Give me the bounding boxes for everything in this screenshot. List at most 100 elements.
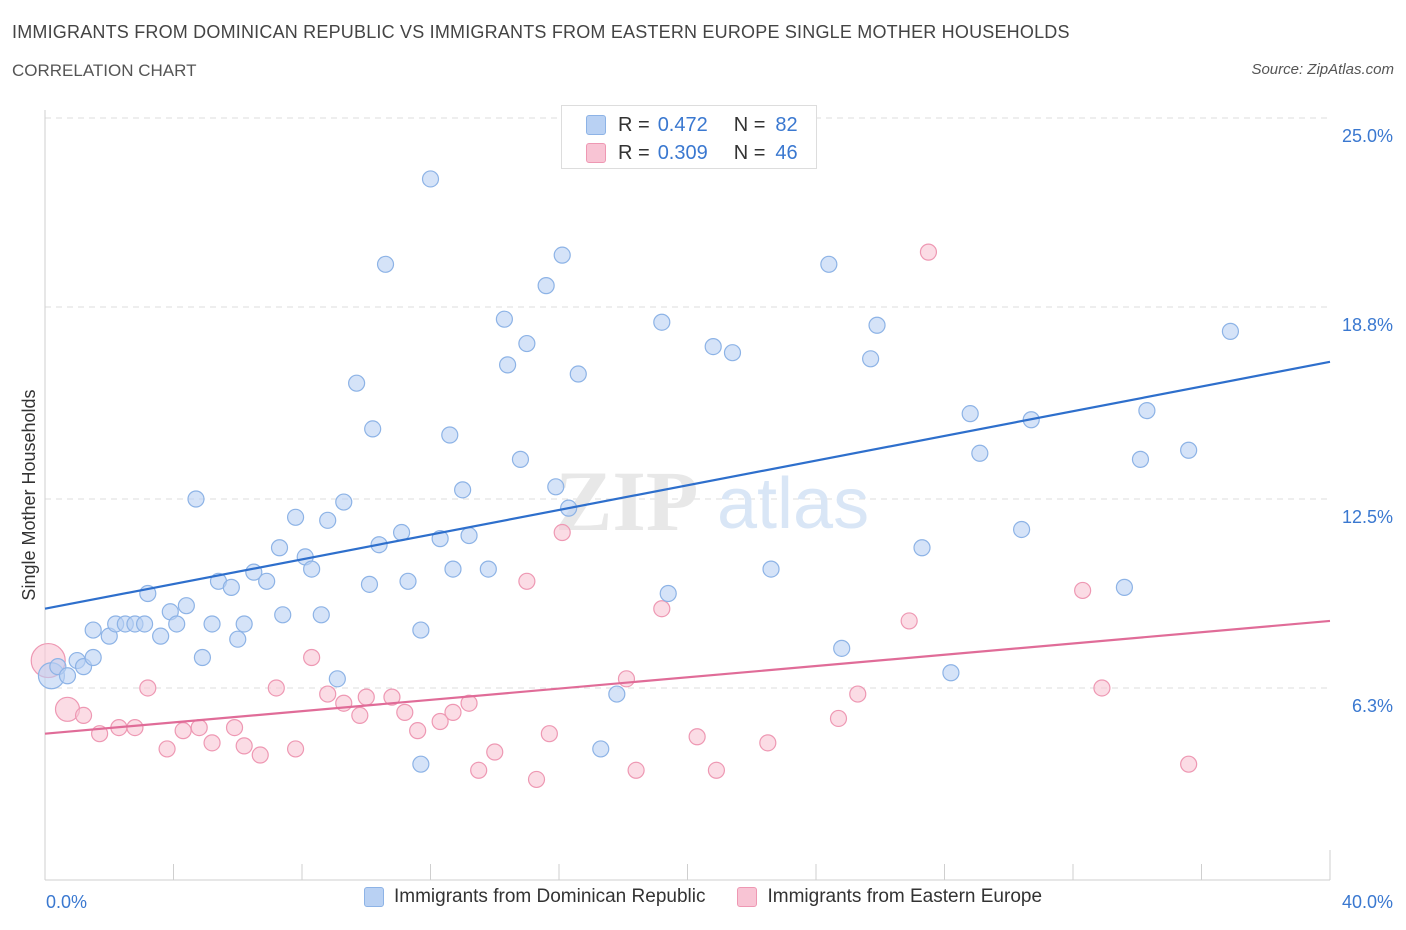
blue-point (1221, 322, 1240, 340)
legend-row-dominican: R = 0.472 N = 82 (586, 113, 798, 137)
pink-point (470, 761, 488, 779)
y-tick-label: 6.3% (1352, 696, 1393, 716)
legend-r-value-pink: 0.309 (657, 141, 708, 164)
chart-title: IMMIGRANTS FROM DOMINICAN REPUBLIC VS IM… (12, 22, 1070, 42)
grid-lines (45, 117, 1330, 689)
correlation-legend: R = 0.472 N = 82 R = 0.309 N = 46 (561, 105, 817, 169)
trend-lines (44, 360, 1331, 735)
blue-point (518, 334, 536, 353)
blue-point (328, 670, 346, 688)
legend-r-label: R = (618, 141, 650, 164)
pink-point (617, 670, 636, 688)
blue-point (833, 639, 851, 657)
series-legend-label-dominican: Immigrants from Dominican Republic (393, 886, 706, 907)
legend-n-label: N = (733, 113, 766, 136)
pink-point (518, 572, 536, 590)
pink-point (74, 706, 93, 725)
pink-point (351, 706, 369, 725)
blue-point (499, 356, 517, 374)
pink-point (486, 743, 504, 761)
pink-point (190, 718, 208, 737)
blue-point (152, 627, 170, 645)
pink-point (707, 761, 726, 779)
pink-point (759, 734, 777, 752)
source-credit: Source: ZipAtlas.com (1251, 61, 1394, 78)
series-legend: Immigrants from Dominican Republic Immig… (0, 886, 1406, 908)
y-axis-label: Single Mother Households (19, 389, 39, 600)
pink-point (203, 734, 221, 752)
pink-point (139, 679, 157, 697)
pink-point (431, 712, 449, 731)
pink-point (553, 523, 571, 542)
pink-point (174, 722, 192, 740)
blue-point (335, 493, 353, 511)
blue-point (460, 526, 478, 545)
watermark-zip: ZIP (555, 453, 698, 549)
blue-point (286, 508, 305, 526)
pink-point (919, 243, 938, 261)
blue-point (412, 621, 430, 639)
watermark: ZIP atlas (555, 453, 869, 549)
blue-point (762, 560, 780, 578)
blue-point (511, 450, 530, 468)
x-tick-label: 0.0% (46, 892, 87, 912)
blue-point (820, 255, 838, 273)
legend-r-value-blue: 0.472 (657, 113, 708, 136)
pink-point (849, 685, 867, 703)
blue-point (961, 405, 979, 423)
y-tick-label: 12.5% (1342, 507, 1393, 527)
blue-point (84, 648, 102, 667)
pink-point (1093, 679, 1111, 697)
pink-point (900, 612, 918, 630)
blue-point (274, 606, 292, 624)
blue-point (421, 170, 440, 188)
pink-point (303, 648, 321, 667)
blue-point (348, 374, 366, 392)
blue-point (135, 615, 154, 633)
pink-point (235, 737, 253, 755)
blue-point (258, 572, 276, 590)
blue-point (229, 630, 247, 648)
legend-n-label: N = (733, 141, 766, 164)
legend-r-label: R = (618, 113, 650, 136)
legend-swatch-pink (586, 143, 606, 163)
blue-point (653, 313, 671, 331)
blue-point (479, 560, 497, 578)
blue-point (1131, 450, 1150, 468)
blue-point (547, 478, 565, 496)
blue-point (270, 539, 289, 557)
axes (44, 110, 1331, 881)
blue-point (312, 606, 330, 624)
blue-point (1138, 402, 1156, 420)
blue-point (58, 667, 77, 685)
blue-point (303, 560, 321, 578)
blue-point (971, 444, 989, 462)
series-legend-label-eastern-europe: Immigrants from Eastern Europe (767, 886, 1043, 907)
blue-point (319, 511, 337, 529)
blue-point (569, 365, 587, 383)
trend-line-eastern-europe (44, 619, 1331, 735)
blue-point (553, 246, 571, 264)
blue-point (441, 426, 459, 444)
y-tick-label: 18.8% (1342, 315, 1393, 335)
pink-point (1074, 581, 1092, 600)
x-tick-label: 40.0% (1342, 892, 1393, 912)
blue-point (399, 572, 417, 590)
pink-point (286, 740, 305, 758)
blue-point (723, 344, 742, 362)
pink-point (444, 703, 462, 721)
blue-point (537, 277, 555, 295)
legend-n-value-pink: 46 (775, 141, 798, 164)
pink-point (251, 746, 269, 764)
pink-point (158, 740, 176, 758)
blue-point (868, 316, 886, 334)
legend-swatch-blue (586, 115, 606, 135)
pink-point (1180, 755, 1198, 773)
pink-point (527, 770, 546, 789)
blue-point (193, 648, 212, 667)
blue-point (704, 338, 722, 356)
blue-point (187, 490, 205, 508)
series-legend-eastern-europe: Immigrants from Eastern Europe (737, 886, 1042, 908)
pink-point (225, 718, 244, 737)
